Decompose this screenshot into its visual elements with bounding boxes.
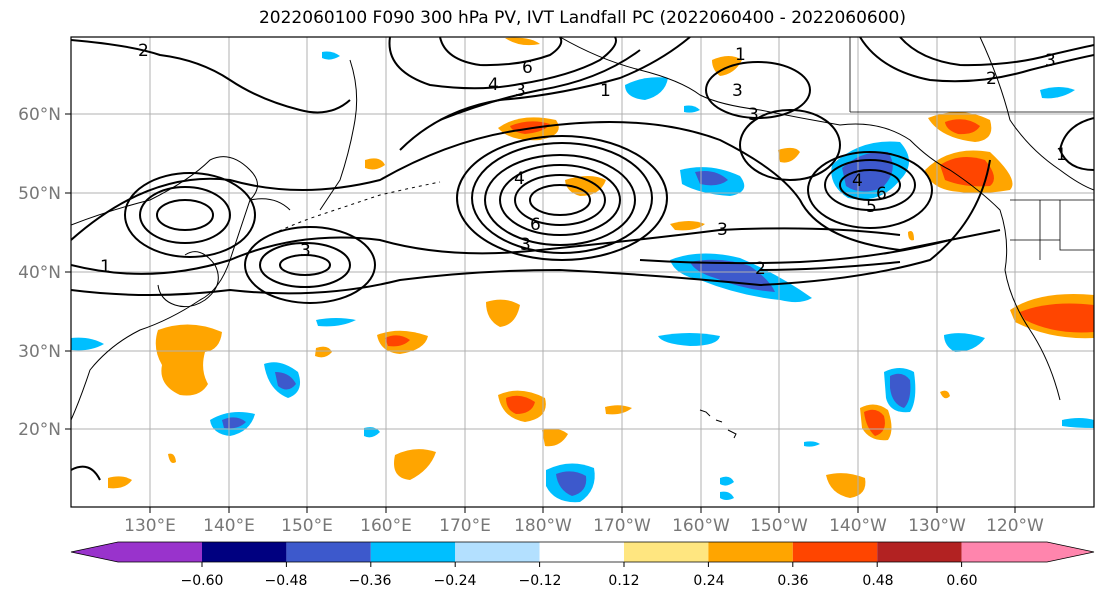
lat-label: 50°N bbox=[18, 184, 61, 204]
colorbar-segment bbox=[455, 542, 540, 562]
contour-label: 3 bbox=[732, 81, 743, 101]
colorbar-segment bbox=[202, 542, 287, 562]
lon-label: 160°W bbox=[672, 516, 730, 536]
colorbar-tick-label: 0.60 bbox=[946, 573, 977, 589]
colorbar-extend-min bbox=[71, 542, 118, 562]
colorbar-segment bbox=[708, 542, 793, 562]
lon-label: 130°E bbox=[124, 516, 176, 536]
negative-anomaly-patches bbox=[71, 51, 1094, 503]
lon-label: 130°W bbox=[908, 516, 966, 536]
colorbar-tick-label: −0.12 bbox=[519, 573, 562, 589]
contour-label: 1 bbox=[100, 257, 111, 277]
contour-label: 2 bbox=[755, 259, 766, 279]
latitude-labels: 60°N 50°N 40°N 30°N 20°N bbox=[18, 105, 61, 440]
contour-label: 2 bbox=[986, 69, 997, 89]
contour-label: 1 bbox=[1056, 145, 1067, 165]
political-borders bbox=[849, 37, 1094, 260]
contour-label: 4 bbox=[488, 75, 499, 95]
colorbar-tick-label: −0.36 bbox=[349, 573, 392, 589]
colorbar-segment bbox=[286, 542, 371, 562]
contour-label: 3 bbox=[717, 220, 728, 240]
contour-label: 3 bbox=[300, 241, 311, 261]
contour-label: 4 bbox=[514, 169, 525, 189]
colorbar-tick-label: −0.48 bbox=[265, 573, 308, 589]
longitude-labels: 130°E 140°E 150°E 160°E 170°E 180°W 170°… bbox=[124, 516, 1044, 536]
contour-label: 6 bbox=[522, 58, 533, 78]
colorbar-segment bbox=[877, 542, 962, 562]
lon-label: 140°E bbox=[203, 516, 255, 536]
colorbar-tick-label: 0.12 bbox=[608, 573, 639, 589]
contour-label: 1 bbox=[600, 81, 611, 101]
map-title: 2022060100 F090 300 hPa PV, IVT Landfall… bbox=[258, 8, 906, 28]
contour-label: 3 bbox=[748, 105, 759, 125]
colorbar-segment bbox=[961, 542, 1047, 562]
colorbar bbox=[70, 541, 1095, 567]
pv-contours bbox=[71, 37, 1094, 481]
contour-label: 5 bbox=[866, 197, 877, 217]
colorbar-extend-max bbox=[1047, 542, 1094, 562]
contour-label: 4 bbox=[852, 171, 863, 191]
colorbar-segment bbox=[539, 542, 624, 562]
contour-label: 1 bbox=[735, 45, 746, 65]
colorbar-segment bbox=[370, 542, 456, 562]
lat-label: 40°N bbox=[18, 263, 61, 283]
axis-ticks bbox=[65, 113, 1016, 513]
colorbar-segment bbox=[792, 542, 878, 562]
contour-label: 3 bbox=[1045, 51, 1056, 71]
lon-label: 160°E bbox=[360, 516, 412, 536]
colorbar-labels: −0.60 −0.48 −0.36 −0.24 −0.12 0.12 0.24 … bbox=[181, 573, 978, 589]
colorbar-tick-label: 0.24 bbox=[693, 573, 724, 589]
contour-labels: 2 4 3 6 1 3 3 4 6 3 3 4 6 5 2 1 2 3 3 1 … bbox=[100, 41, 1067, 279]
lon-label: 140°W bbox=[829, 516, 887, 536]
shaded-anomalies bbox=[71, 37, 1094, 503]
lat-label: 60°N bbox=[18, 105, 61, 125]
lon-label: 170°W bbox=[593, 516, 651, 536]
colorbar-segment bbox=[118, 542, 202, 562]
lat-label: 20°N bbox=[18, 420, 61, 440]
colorbar-tick-label: −0.24 bbox=[434, 573, 477, 589]
lat-label: 30°N bbox=[18, 342, 61, 362]
colorbar-segment bbox=[624, 542, 709, 562]
lon-label: 150°E bbox=[281, 516, 333, 536]
lon-label: 120°W bbox=[986, 516, 1044, 536]
contour-label: 6 bbox=[876, 184, 887, 204]
contour-label: 3 bbox=[515, 81, 526, 101]
lon-label: 150°W bbox=[750, 516, 808, 536]
lon-label: 170°E bbox=[439, 516, 491, 536]
colorbar-tick-label: 0.48 bbox=[862, 573, 893, 589]
contour-label: 6 bbox=[530, 215, 541, 235]
colorbar-tick-label: −0.60 bbox=[181, 573, 224, 589]
contour-label: 3 bbox=[520, 235, 531, 255]
lon-label: 180°W bbox=[514, 516, 572, 536]
contour-label: 2 bbox=[138, 41, 149, 61]
colorbar-outline bbox=[70, 541, 1095, 563]
colorbar-tick-label: 0.36 bbox=[777, 573, 808, 589]
